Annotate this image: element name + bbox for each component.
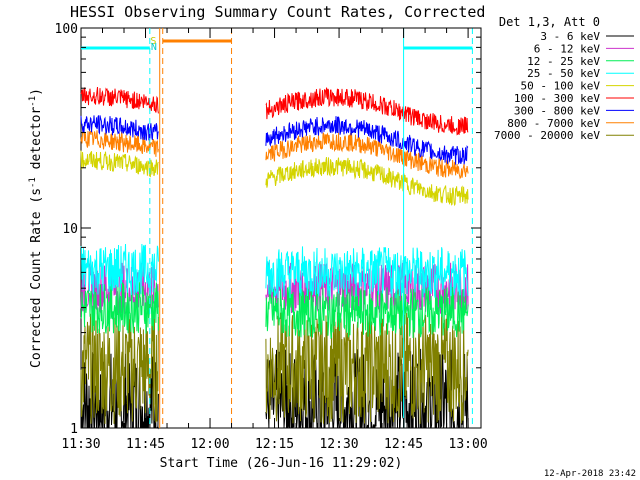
legend-label-5: 100 - 300 keV [514, 92, 600, 105]
x-tick-label-5: 12:45 [384, 437, 423, 452]
series-line-8-seg-1 [265, 312, 469, 424]
series-line-4-seg-0 [80, 150, 159, 178]
series-line-6-seg-0 [80, 115, 159, 141]
x-tick-label-4: 12:30 [319, 437, 358, 452]
x-tick-label-0: 11:30 [61, 437, 100, 452]
night-marker: N [151, 42, 157, 53]
series-line-5-seg-1 [265, 87, 469, 136]
series-line-4-seg-1 [265, 157, 469, 207]
series-line-5-seg-0 [80, 86, 159, 114]
legend-label-3: 25 - 50 keV [527, 67, 600, 80]
x-tick-label-2: 12:00 [190, 437, 229, 452]
series-layer [80, 86, 469, 430]
series-line-3-seg-1 [265, 246, 469, 299]
series-line-7-seg-0 [80, 129, 159, 157]
x-tick-label-3: 12:15 [255, 437, 294, 452]
legend-label-8: 7000 - 20000 keV [494, 129, 600, 142]
chart-title: HESSI Observing Summary Count Rates, Cor… [70, 3, 485, 21]
x-tick-label-6: 13:00 [449, 437, 488, 452]
legend-title: Det 1,3, Att 0 [499, 15, 600, 29]
axis-layer: 11:30 11:45 12:00 12:15 12:30 12:45 13:00 1 10 10… [55, 22, 488, 452]
footer-timestamp: 12-Apr-2018 23:42 [544, 469, 636, 479]
y-tick-label-1: 10 [62, 222, 78, 237]
legend-label-6: 300 - 800 keV [514, 104, 600, 117]
x-axis-label: Start Time (26-Jun-16 11:29:02) [160, 456, 403, 471]
series-line-6-seg-1 [265, 116, 469, 165]
legend-label-7: 800 - 7000 keV [507, 117, 600, 130]
y-axis-label: Corrected Count Rate (s-1 detector-1) [28, 88, 44, 368]
series-line-8-seg-0 [80, 311, 159, 424]
legend-label-0: 3 - 6 keV [540, 30, 600, 43]
legend-label-1: 6 - 12 keV [534, 42, 601, 55]
legend-label-2: 12 - 25 keV [527, 55, 600, 68]
series-line-7-seg-1 [265, 132, 469, 180]
y-tick-label-2: 100 [55, 22, 78, 37]
y-tick-label-0: 1 [70, 422, 78, 437]
legend-label-4: 50 - 100 keV [521, 80, 601, 93]
x-tick-label-1: 11:45 [126, 437, 165, 452]
series-line-3-seg-0 [80, 243, 159, 296]
saa-marker: S [150, 36, 156, 47]
